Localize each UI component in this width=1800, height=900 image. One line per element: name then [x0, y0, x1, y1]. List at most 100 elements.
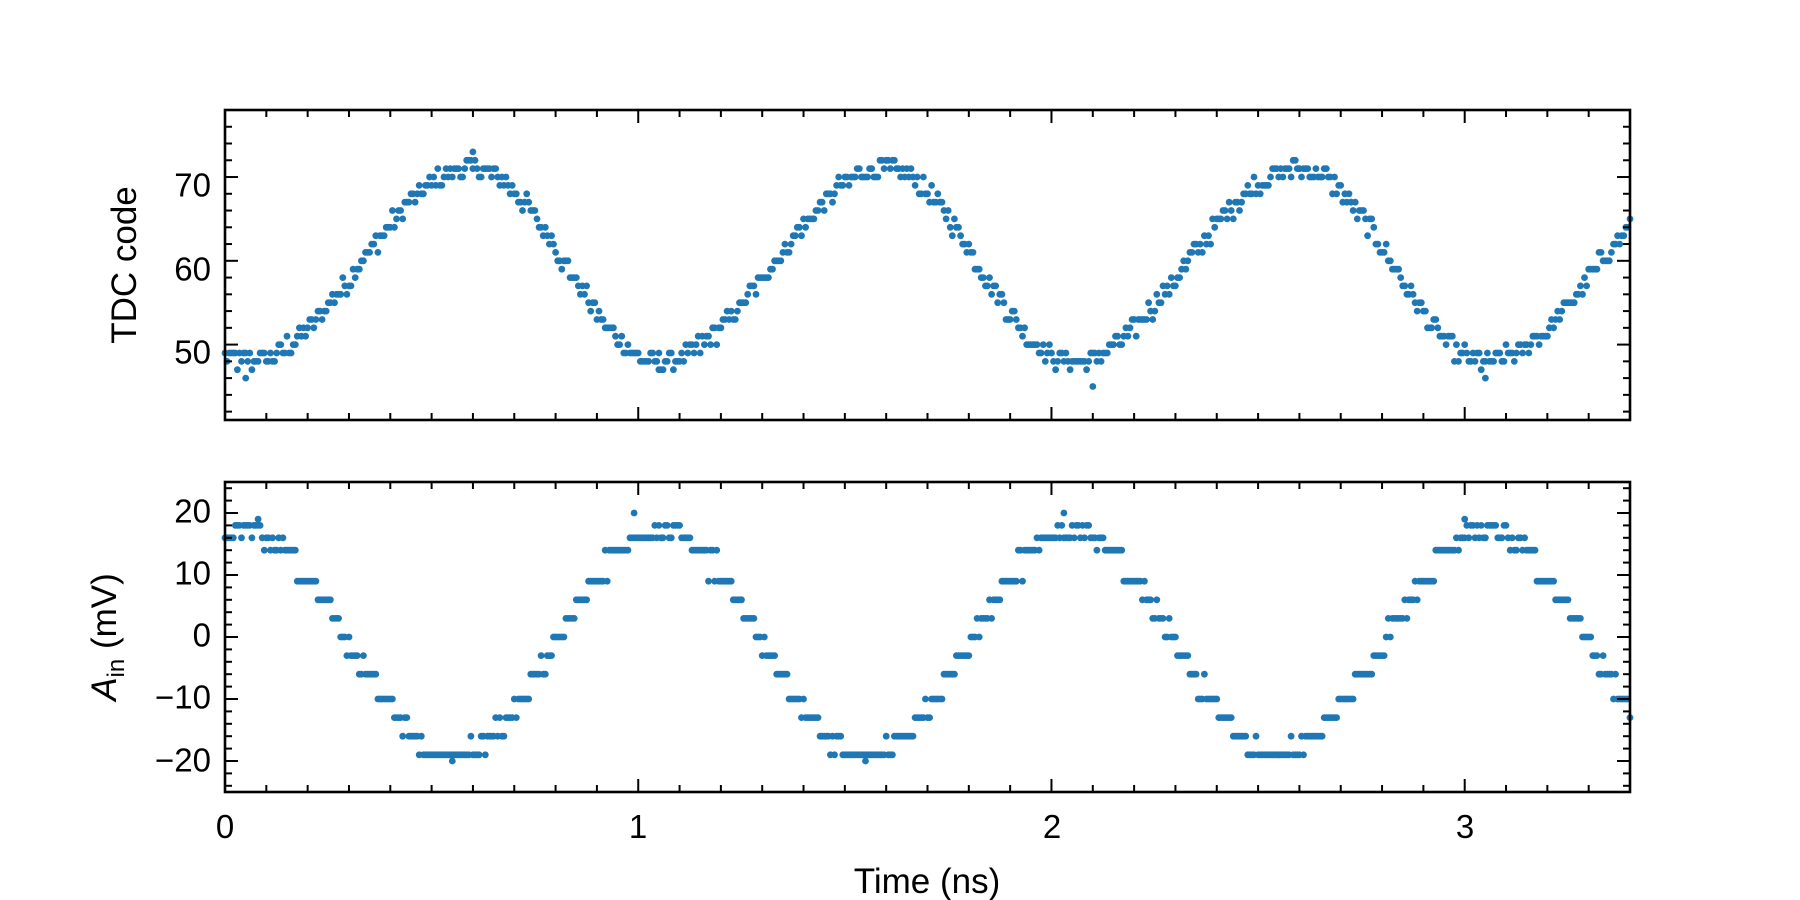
bottom-data-point [663, 522, 671, 529]
top-data-point [777, 257, 785, 265]
top-data-point [1221, 207, 1229, 214]
top-data-point [1083, 366, 1090, 374]
top-data-point [928, 182, 935, 189]
top-data-point [1397, 274, 1405, 281]
top-data-point [769, 265, 776, 273]
top-data-point [839, 182, 847, 189]
top-data-point [1287, 173, 1295, 181]
bottom-data-point [951, 670, 958, 678]
top-data-point [1037, 349, 1045, 357]
top-data-point [1386, 257, 1394, 265]
bottom-data-point [705, 577, 712, 585]
bottom-data-point [353, 652, 361, 659]
top-data-point [680, 358, 688, 365]
top-data-point [1223, 215, 1231, 223]
top-data-point [1333, 190, 1340, 198]
top-data-point [1374, 240, 1382, 248]
top-data-point [471, 156, 479, 164]
bottom-data-point [1577, 615, 1584, 622]
top-data-point [810, 215, 818, 223]
top-data-point [1496, 349, 1504, 357]
top-data-point [1256, 190, 1264, 198]
top-data-point [1151, 307, 1159, 315]
bottom-data-point [771, 652, 778, 659]
top-data-point [727, 307, 735, 315]
top-data-point [649, 349, 657, 357]
bottom-data-point [655, 522, 663, 529]
bottom-data-point [1599, 652, 1607, 659]
top-data-point [851, 173, 859, 181]
bottom-data-point [500, 732, 508, 740]
top-data-point [459, 173, 466, 181]
bottom-data-point [988, 615, 995, 622]
top-data-point [238, 358, 245, 365]
top-data-point [260, 349, 268, 357]
top-data-point [548, 232, 555, 240]
top-data-point [616, 341, 623, 348]
bottom-data-point [1502, 522, 1510, 529]
bottom-data-point [1035, 546, 1043, 554]
bottom-data-point [1593, 652, 1601, 659]
top-axes-frame [223, 108, 1632, 422]
top-data-point [248, 366, 256, 374]
top-data-point [1368, 215, 1376, 223]
top-data-point [533, 215, 541, 223]
top-data-point [310, 324, 318, 332]
bottom-data-point [603, 577, 611, 585]
top-data-point [1401, 282, 1409, 290]
top-data-point [1021, 324, 1028, 332]
top-data-point [1265, 182, 1272, 189]
bottom-data-point [926, 714, 933, 721]
top-data-point [1145, 299, 1152, 307]
top-data-point [1395, 265, 1402, 273]
top-data-point [1217, 215, 1225, 223]
top-data-point [1502, 341, 1510, 348]
top-data-point [519, 207, 526, 214]
top-data-point [1616, 240, 1624, 248]
top-data-point [572, 274, 580, 281]
bottom-data-point [548, 652, 555, 659]
bottom-data-point [1521, 534, 1528, 542]
top-y-axis-label: TDC code [105, 186, 144, 344]
bottom-extreme-point [862, 757, 869, 765]
bottom-data-point [1213, 695, 1221, 703]
top-data-point [742, 299, 750, 307]
bottom-data-point [279, 534, 287, 542]
top-data-point [717, 324, 725, 332]
bottom-data-point [922, 695, 929, 703]
top-data-point [1054, 358, 1062, 365]
top-data-point [1345, 190, 1353, 198]
top-data-point [1312, 165, 1320, 173]
top-data-point [1370, 223, 1378, 231]
top-data-point [965, 240, 973, 248]
top-data-point [339, 274, 347, 281]
bottom-data-point [727, 577, 735, 585]
bottom-data-point [345, 633, 353, 641]
top-data-point [1062, 349, 1070, 357]
top-data-point [370, 240, 378, 248]
top-data-point [1006, 316, 1014, 323]
top-data-point [448, 173, 456, 181]
bottom-data-point [260, 546, 268, 554]
bottom-extreme-point [448, 757, 456, 765]
top-data-point [1380, 249, 1388, 256]
bottom-data-point [1587, 633, 1595, 641]
top-data-point [835, 173, 843, 181]
top-data-point [1165, 290, 1173, 298]
top-data-point [389, 207, 396, 214]
top-data-point [591, 299, 599, 307]
top-data-point [820, 207, 828, 214]
top-data-point [1019, 332, 1026, 340]
top-data-point [1126, 324, 1134, 332]
top-data-point [998, 290, 1006, 298]
bottom-data-point [417, 732, 425, 740]
top-data-point [696, 349, 704, 357]
bottom-data-point [1612, 670, 1619, 678]
top-data-point [273, 349, 281, 357]
top-data-point [986, 274, 993, 281]
top-data-point [969, 249, 977, 256]
top-extreme-point [242, 374, 250, 382]
bottom-data-point [750, 615, 758, 622]
top-data-point [291, 341, 299, 348]
top-data-point [1577, 282, 1584, 290]
